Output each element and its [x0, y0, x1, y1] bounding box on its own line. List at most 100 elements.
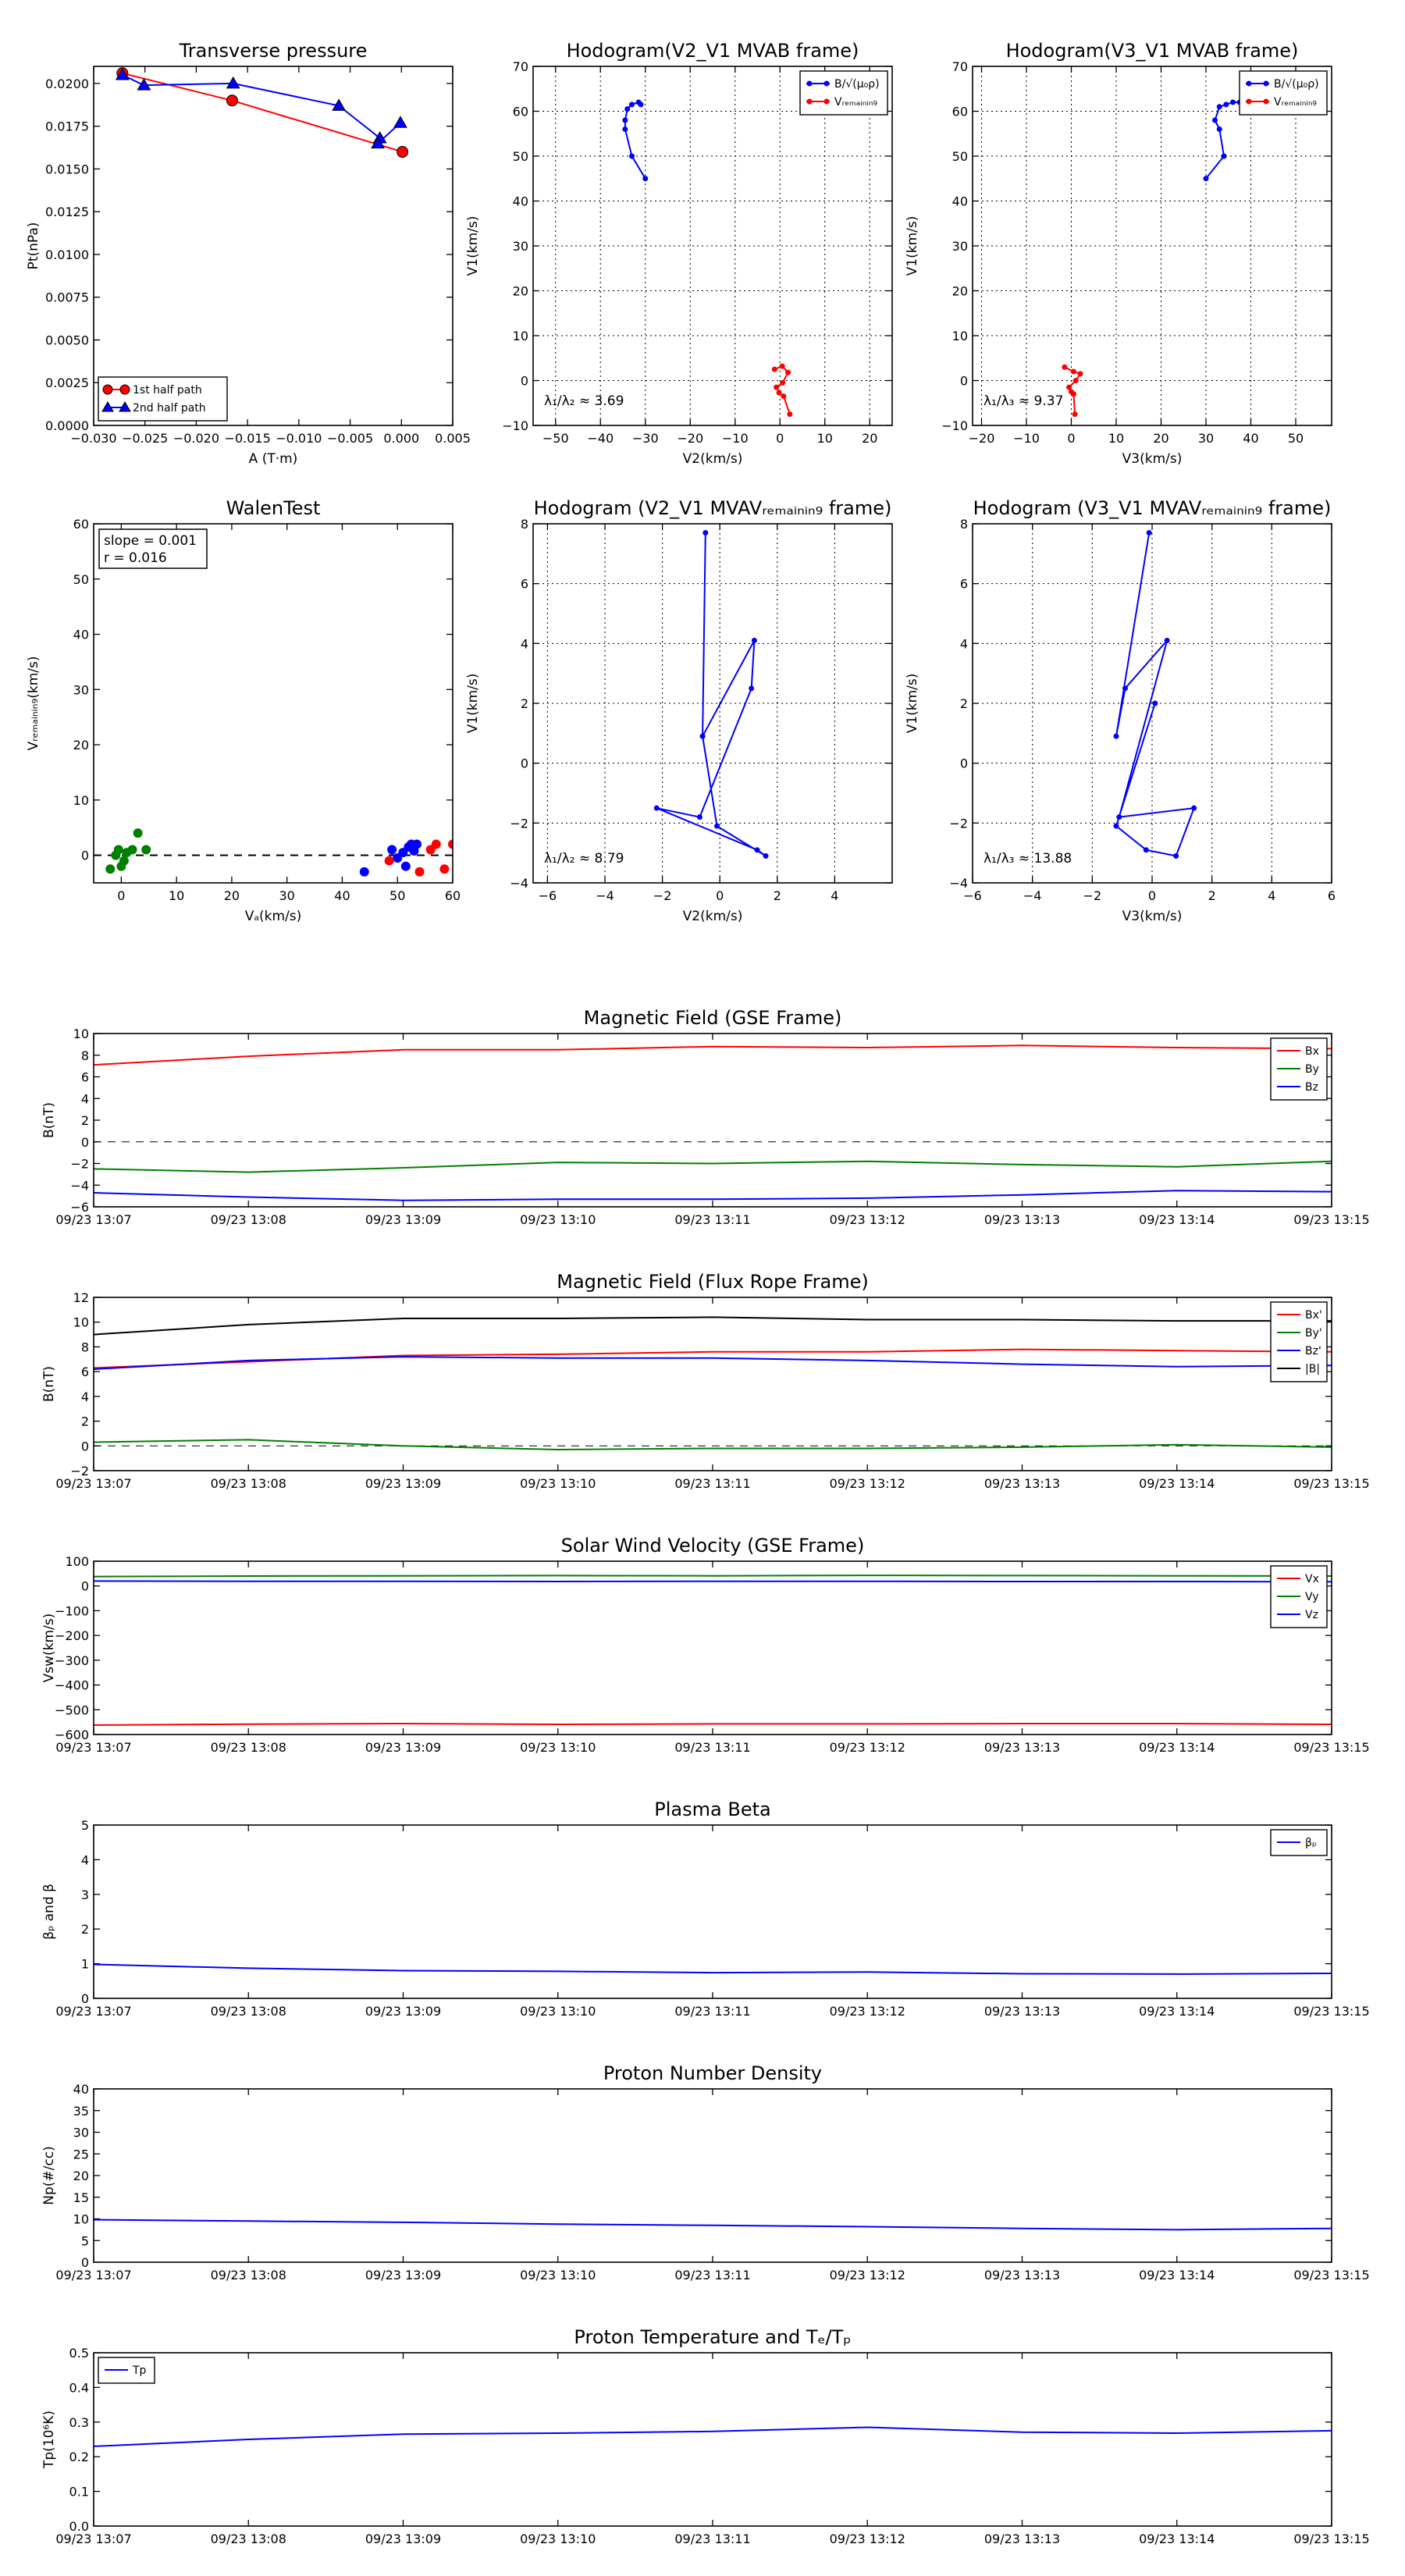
x-tick-label: 09/23 13:10 [520, 2268, 596, 2282]
chart-title: Proton Number Density [603, 2062, 822, 2084]
y-tick-label: 50 [513, 149, 528, 164]
x-tick-label: −10 [1013, 431, 1040, 446]
series-line-0 [624, 101, 646, 180]
legend-label: B/√(μ₀ρ) [1274, 78, 1319, 91]
y-tick-label: −300 [55, 1653, 89, 1668]
data-point [624, 106, 631, 112]
x-tick-label: 30 [279, 888, 295, 903]
data-point [384, 856, 394, 866]
x-tick-label: 09/23 13:08 [211, 2532, 286, 2546]
legend-label: B/√(μ₀ρ) [834, 78, 880, 91]
legend-label: βₚ [1305, 1837, 1317, 1849]
y-tick-label: 60 [513, 105, 528, 119]
x-tick-label: 0 [716, 888, 724, 903]
data-point [412, 839, 422, 849]
series-line-0 [94, 1722, 1332, 1726]
plot-area [1062, 99, 1243, 418]
data-point [1212, 117, 1218, 123]
x-tick-label: 50 [1288, 431, 1304, 446]
eigenvalue-ratio-annotation: λ₁/λ₂ ≈ 3.69 [544, 393, 624, 409]
x-tick-label: 09/23 13:13 [984, 2268, 1060, 2282]
data-point [359, 866, 369, 877]
y-tick-label: 10 [952, 329, 968, 343]
y-tick-label: 6 [521, 577, 528, 592]
data-point [105, 864, 116, 874]
plot-area [94, 1316, 1332, 1451]
panel-hodo_v3v1: Hodogram(V3_V1 MVAB frame)−20 −10 0 10 20 30 4… [905, 40, 1332, 467]
plot-area [94, 828, 453, 877]
panel-walen: WalenTest 0 10 20 30 40 50 60 0 10 20 30 40 50 60 Vₐ(km… [26, 497, 461, 924]
x-tick-label: 09/23 13:09 [365, 1212, 441, 1227]
eigenvalue-ratio-annotation: λ₁/λ₃ ≈ 9.37 [984, 393, 1063, 409]
data-point [714, 823, 720, 829]
x-tick-label: 2 [774, 888, 781, 903]
data-point [763, 853, 769, 859]
data-point [393, 116, 407, 128]
x-tick-label: 09/23 13:08 [211, 1740, 286, 1755]
x-tick-label: 09/23 13:12 [830, 1740, 905, 1755]
y-tick-label: 20 [952, 284, 968, 299]
x-tick-label: −10 [722, 431, 749, 446]
x-tick-label: 09/23 13:11 [674, 2268, 750, 2282]
y-tick-label: 0 [81, 1135, 89, 1150]
y-tick-label: 10 [73, 1026, 89, 1041]
legend: Tp [98, 2357, 155, 2384]
x-tick-label: 09/23 13:14 [1139, 2268, 1215, 2282]
y-tick-label: 2 [81, 1414, 89, 1429]
y-tick-label: 6 [960, 577, 968, 592]
x-tick-label: 4 [1268, 888, 1275, 903]
x-tick-label: 20 [224, 888, 240, 903]
y-tick-label: 70 [513, 59, 528, 74]
data-point [780, 379, 786, 386]
x-tick-label: 6 [1328, 888, 1336, 903]
plot-area [1113, 530, 1197, 859]
legend-label: Bx' [1305, 1309, 1322, 1322]
data-point [622, 126, 628, 132]
legend-marker [102, 384, 113, 395]
x-tick-label: 09/23 13:11 [674, 1740, 750, 1755]
data-point [133, 828, 143, 838]
x-tick-label: 50 [389, 888, 405, 903]
legend-marker [806, 80, 813, 87]
plot-area [653, 530, 769, 859]
data-point [1164, 638, 1170, 643]
y-tick-label: 0 [81, 1579, 89, 1594]
y-tick-label: −10 [941, 418, 968, 433]
y-tick-label: 0.1 [69, 2485, 89, 2500]
data-point [400, 861, 411, 871]
data-point [776, 390, 782, 396]
y-axis-label: Tp(10⁶K) [41, 2411, 57, 2469]
axes-frame [93, 2088, 1332, 2263]
y-tick-label: 8 [521, 517, 528, 532]
chart-title: Hodogram (V3_V1 MVAVᵣₑₘₐᵢₙᵢₙ₉ frame) [973, 497, 1332, 519]
y-tick-label: 2 [521, 696, 528, 711]
data-point [1070, 368, 1076, 375]
data-point [653, 805, 660, 811]
x-tick-label: 09/23 13:14 [1139, 2004, 1215, 2019]
chart-title: Solar Wind Velocity (GSE Frame) [561, 1535, 865, 1557]
x-tick-label: 09/23 13:15 [1293, 2532, 1369, 2546]
y-tick-label: 50 [952, 149, 968, 164]
data-point [414, 866, 425, 877]
legend-label: Vᵣₑₘₐᵢₙᵢₙ₉ [1274, 96, 1317, 109]
axes-frame [532, 523, 893, 884]
x-tick-label: 0.005 [435, 431, 471, 446]
y-tick-label: 10 [73, 2212, 89, 2227]
x-tick-label: 09/23 13:10 [520, 2004, 596, 2019]
legend-marker [101, 401, 114, 412]
axes-frame [93, 2352, 1332, 2527]
y-tick-label: 0.0025 [45, 375, 89, 390]
y-axis-label: Np(#/cc) [41, 2146, 57, 2204]
x-tick-label: 09/23 13:10 [520, 1212, 596, 1227]
x-tick-label: 09/23 13:09 [365, 1740, 441, 1755]
x-tick-label: 09/23 13:10 [520, 2532, 596, 2546]
y-tick-label: 0.0100 [45, 247, 89, 262]
y-tick-label: 0 [521, 374, 528, 389]
axes-frame [93, 523, 454, 884]
x-tick-label: −0.010 [276, 431, 322, 446]
y-tick-label: 2 [81, 1113, 89, 1128]
x-tick-label: 09/23 13:13 [984, 2004, 1060, 2019]
y-tick-label: 0 [960, 756, 968, 771]
y-tick-label: −2 [70, 1157, 89, 1172]
data-point [1072, 378, 1079, 383]
